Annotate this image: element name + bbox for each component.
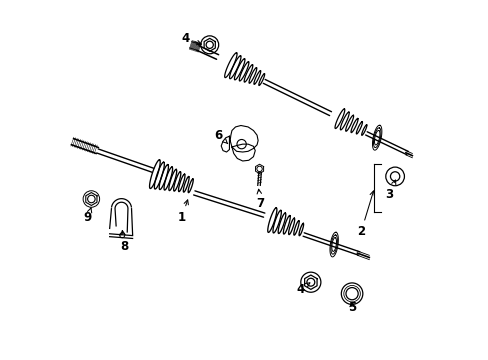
- Text: 6: 6: [214, 129, 227, 144]
- Text: 3: 3: [385, 180, 395, 201]
- Text: 4: 4: [181, 32, 201, 45]
- Text: 9: 9: [83, 208, 92, 224]
- Text: 2: 2: [356, 191, 374, 238]
- Text: 1: 1: [177, 200, 188, 224]
- Text: 4: 4: [295, 283, 309, 296]
- Text: 8: 8: [120, 230, 128, 253]
- Polygon shape: [221, 136, 229, 152]
- Polygon shape: [231, 144, 255, 161]
- Polygon shape: [230, 126, 258, 152]
- Text: 7: 7: [256, 189, 264, 210]
- Text: 5: 5: [347, 301, 355, 314]
